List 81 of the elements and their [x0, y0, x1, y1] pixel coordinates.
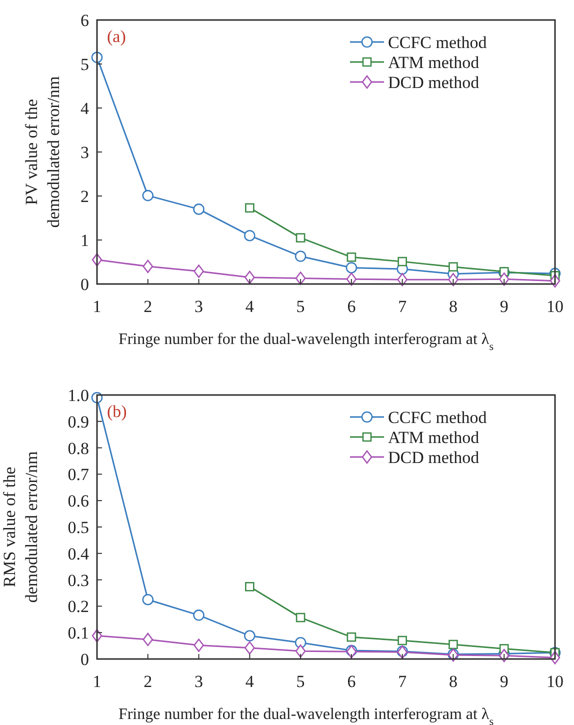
legend-label: ATM method [388, 428, 480, 447]
point [194, 638, 204, 652]
annotation: (a) [107, 27, 126, 46]
y-tick-label: 1.0 [68, 386, 89, 405]
y-tick-label: 0.9 [68, 412, 89, 432]
x-tick-label: 8 [448, 672, 458, 691]
point [142, 632, 154, 646]
y-tick-label: 0.1 [68, 624, 89, 643]
point [245, 582, 254, 592]
point [244, 630, 256, 642]
y-tick-label: 0.5 [68, 518, 89, 537]
legend-label: CCFC method [388, 408, 488, 427]
x-tick-label: 9 [500, 297, 508, 316]
y-axis-title: RMS value of the demodulated error/nm [0, 451, 41, 603]
point [193, 204, 204, 215]
x-tick-label: 3 [194, 297, 204, 316]
x-tick-label: 9 [500, 672, 508, 691]
point [296, 612, 306, 622]
point [294, 250, 306, 262]
x-tick-label: 3 [194, 672, 204, 691]
point [398, 256, 407, 266]
legend-label: CCFC method [388, 33, 488, 52]
point [295, 644, 306, 658]
legend-label: DCD method [388, 73, 480, 92]
x-tick-label: 10 [546, 297, 564, 316]
y-tick-label: 6 [80, 11, 89, 30]
x-tick-label: 5 [296, 297, 305, 316]
point [245, 203, 254, 213]
point [448, 640, 458, 650]
x-tick-label: 4 [245, 297, 254, 316]
y-tick-label: 0 [80, 650, 89, 669]
x-tick-label: 10 [546, 672, 564, 691]
point [244, 270, 255, 284]
point [397, 272, 408, 286]
point [346, 272, 357, 286]
x-tick-label: 1 [92, 297, 102, 316]
y-tick-label: 0 [80, 275, 89, 294]
annotation: (b) [107, 402, 127, 421]
x-tick-label: 7 [398, 297, 408, 316]
point [346, 262, 358, 274]
x-tick-label: 6 [347, 297, 356, 316]
x-tick-label: 2 [144, 672, 152, 691]
point [193, 610, 204, 621]
y-tick-label: 0.4 [68, 544, 90, 564]
x-tick-label: 7 [398, 672, 408, 691]
x-axis-title: Fringe number for the dual-wavelength interferogram at λ$_{s}$ [118, 706, 494, 725]
point [194, 264, 204, 278]
y-axis-title: PV value of the demodulated error/nm [22, 76, 63, 228]
point [448, 262, 458, 272]
y-tick-label: 0.2 [68, 597, 89, 616]
y-tick-label: 1 [80, 231, 89, 250]
legend-label: DCD method [388, 448, 480, 467]
x-tick-label: 8 [448, 297, 458, 316]
x-tick-label: 1 [92, 672, 102, 691]
y-tick-label: 0.3 [68, 570, 89, 590]
point [142, 190, 154, 202]
y-tick-label: 3 [80, 143, 89, 162]
point [448, 272, 458, 286]
x-axis-title: Fringe number for the dual-wavelength interferogram at λ$_{s}$ [118, 331, 494, 353]
y-tick-label: 4 [80, 99, 90, 118]
x-tick-label: 5 [296, 672, 305, 691]
legend-label: ATM method [388, 53, 480, 72]
point [346, 632, 356, 642]
point [295, 272, 306, 285]
point [498, 272, 510, 286]
x-tick-label: 4 [245, 672, 254, 691]
point [296, 233, 306, 242]
point [244, 641, 255, 655]
point [398, 636, 407, 646]
y-tick-label: 5 [80, 55, 89, 74]
x-tick-label: 6 [347, 672, 356, 691]
point [142, 594, 154, 606]
y-tick-label: 0.6 [68, 492, 89, 511]
x-tick-label: 2 [144, 297, 152, 316]
point [244, 230, 256, 242]
point [142, 260, 154, 274]
y-tick-label: 0.7 [68, 465, 90, 484]
y-tick-label: 0.8 [68, 438, 89, 458]
point [498, 648, 510, 662]
y-tick-label: 2 [80, 187, 89, 206]
point [346, 252, 356, 262]
